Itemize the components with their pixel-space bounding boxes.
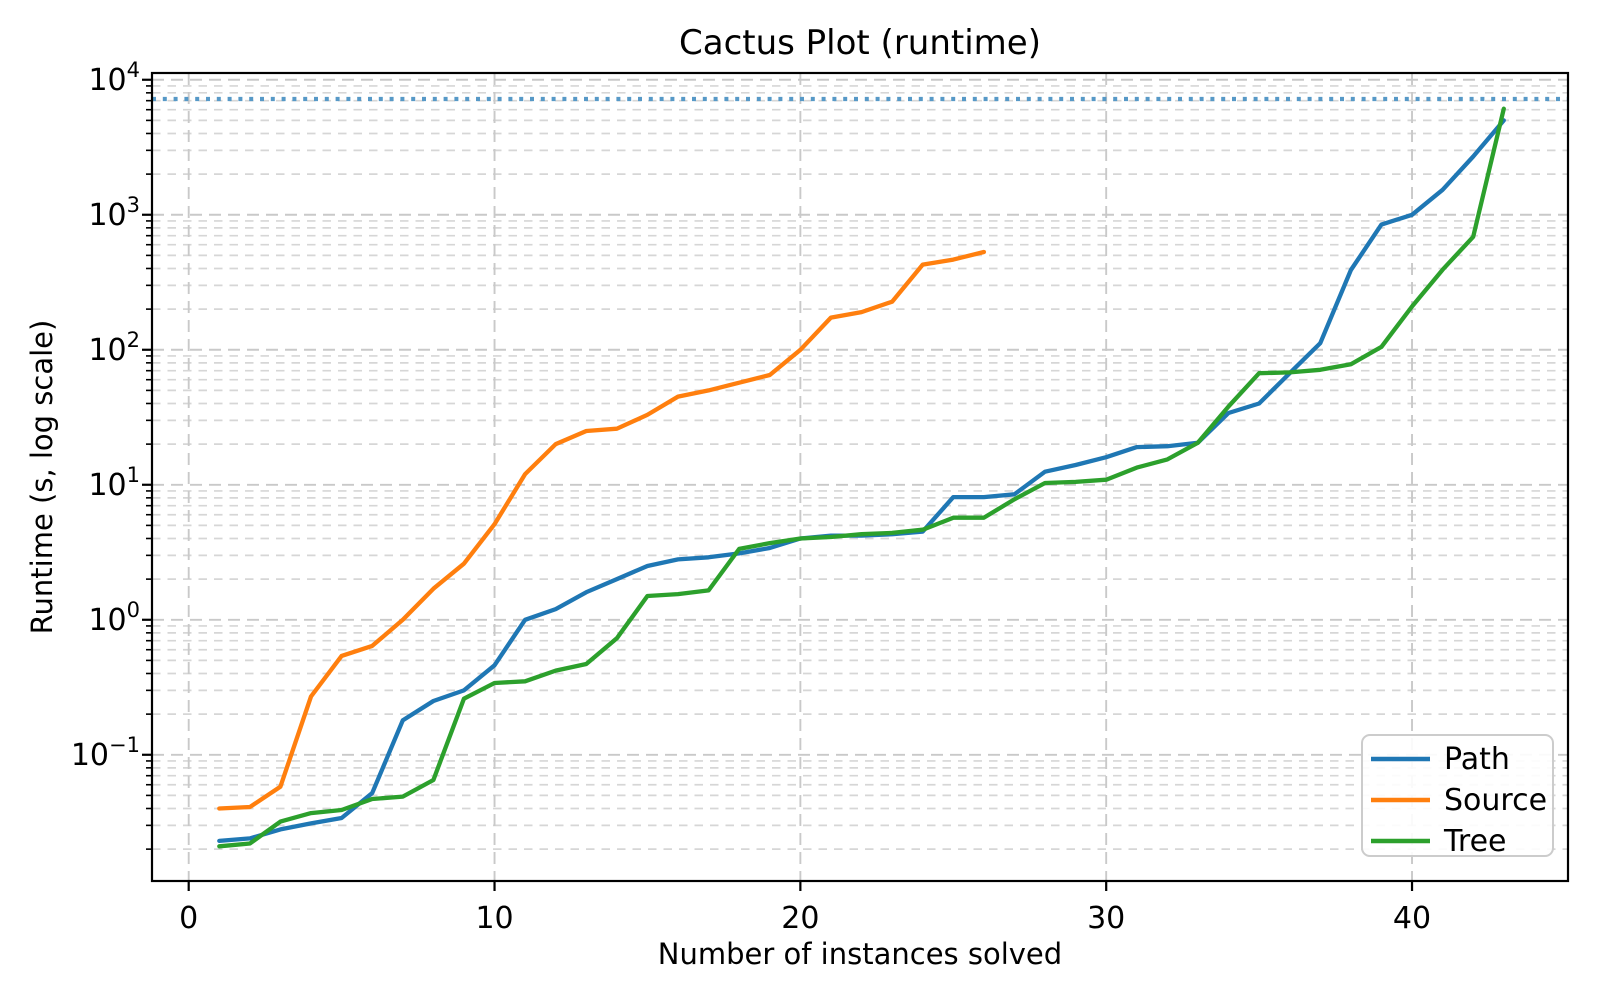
axes-spines-ticks: 0 10 20 30 40 10−1 100 101 102 103 104 [71, 58, 1570, 936]
legend-label-source: Source [1444, 783, 1547, 818]
series-line-tree [217, 106, 1506, 849]
chart-title: Cactus Plot (runtime) [679, 23, 1041, 63]
y-tick-label: 103 [88, 193, 140, 233]
y-tick-label: 10−1 [71, 733, 140, 773]
x-tick-label: 40 [1393, 901, 1431, 936]
x-tick-label: 10 [475, 901, 513, 936]
series-lines [217, 106, 1506, 849]
y-tick-label: 101 [88, 463, 140, 503]
series-line-source [217, 249, 987, 811]
y-tick-label: 102 [88, 328, 140, 368]
x-tick-label: 0 [179, 901, 198, 936]
y-axis-label: Runtime (s, log scale) [25, 320, 59, 635]
y-tick-label: 100 [88, 598, 140, 638]
y-tick-label: 104 [88, 58, 140, 98]
x-tick-label: 20 [781, 901, 819, 936]
series-line-path [217, 118, 1506, 844]
legend-label-tree: Tree [1443, 824, 1507, 859]
grid-lines [152, 73, 1568, 881]
plot-border [150, 71, 1570, 883]
x-tick-label: 30 [1087, 901, 1125, 936]
legend-label-path: Path [1444, 742, 1510, 777]
legend-box [1361, 734, 1554, 857]
x-axis-label: Number of instances solved [658, 937, 1062, 971]
legend: Path Source Tree [1361, 734, 1554, 859]
